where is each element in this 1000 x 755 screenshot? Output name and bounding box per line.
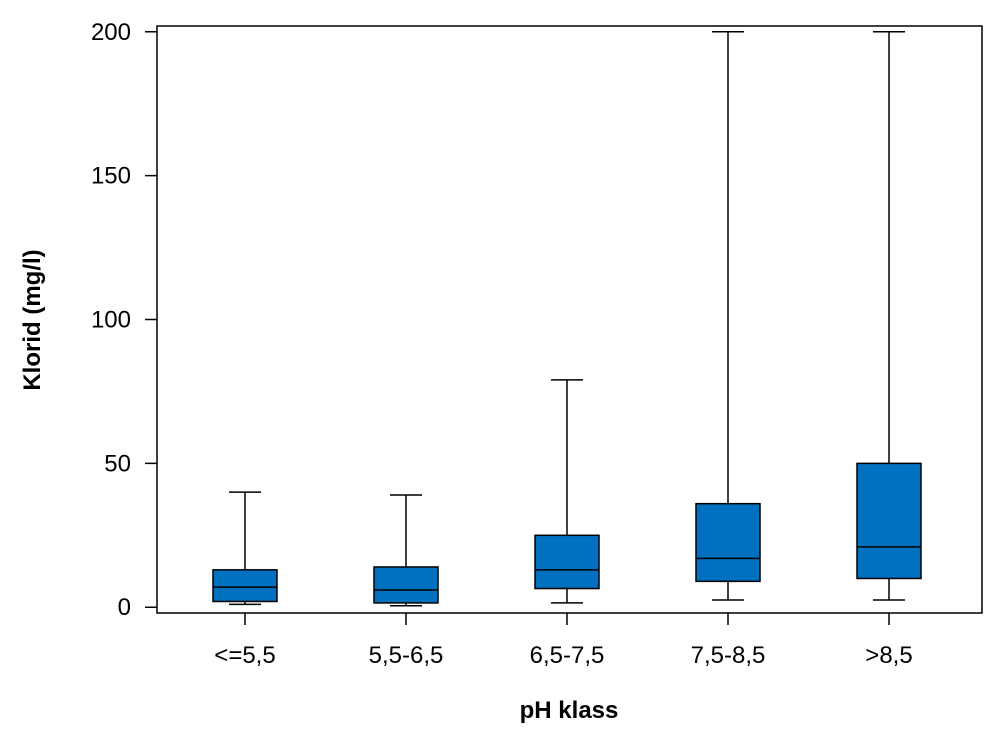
y-axis-title: Klorid (mg/l) (19, 249, 46, 390)
iqr-box (695, 502, 761, 583)
x-tick-label: 7,5-8,5 (691, 642, 766, 669)
x-tick-label: 6,5-7,5 (530, 642, 605, 669)
x-tick-label: >8,5 (865, 642, 912, 669)
box-group (212, 491, 278, 606)
iqr-box (373, 566, 439, 604)
x-tick-label: <=5,5 (214, 642, 275, 669)
iqr-box (856, 462, 922, 580)
y-tick-label: 200 (91, 19, 131, 46)
box-group (373, 494, 439, 607)
x-axis-title: pH klass (520, 697, 619, 724)
box-group (534, 379, 600, 604)
box-series (212, 31, 922, 607)
y-tick-label: 100 (91, 307, 131, 334)
box-group (856, 31, 922, 601)
y-axis: 0 50 100 150 200 (91, 19, 157, 621)
x-tick-label: 5,5-6,5 (369, 642, 444, 669)
box-group (695, 31, 761, 601)
iqr-box (534, 534, 600, 590)
y-tick-label: 50 (104, 450, 131, 477)
y-tick-label: 0 (118, 594, 131, 621)
x-axis: <=5,5 5,5-6,5 6,5-7,5 7,5-8,5 >8,5 (214, 613, 913, 669)
iqr-box (212, 569, 278, 603)
y-tick-label: 150 (91, 163, 131, 190)
